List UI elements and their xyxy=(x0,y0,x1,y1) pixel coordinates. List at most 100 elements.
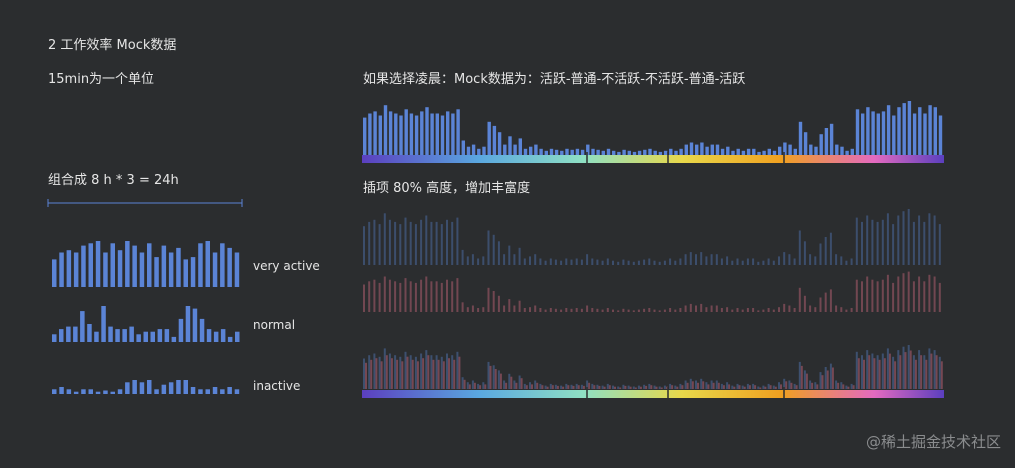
inactive-bar xyxy=(227,387,232,394)
interp-blue-bar xyxy=(689,252,692,265)
combined-blue-bar xyxy=(912,355,915,389)
interp-blue-bar xyxy=(456,217,459,265)
combined-blue-bar xyxy=(741,385,744,389)
combined-blue-bar xyxy=(529,382,531,389)
interp-note: 插项 80% 高度，增加丰富度 xyxy=(363,181,531,196)
interp-blue-bar xyxy=(710,254,713,265)
normal-bar xyxy=(171,336,177,342)
interp-blue-bar xyxy=(658,261,661,265)
interp-red-bar xyxy=(928,274,931,312)
interp-red-bar xyxy=(845,309,848,312)
interp-blue-bar xyxy=(803,241,806,265)
combined-red-bar xyxy=(463,379,466,389)
combined-red-bar xyxy=(780,384,782,389)
interp-red-bar xyxy=(373,279,376,312)
mock-day-bar xyxy=(373,111,377,155)
mock-day-bar xyxy=(394,113,398,155)
interp-blue-bar xyxy=(575,258,578,265)
combined-red-bar xyxy=(525,385,528,389)
mock-day-bar xyxy=(829,123,834,155)
combined-red-bar xyxy=(489,365,492,389)
interp-blue-bar xyxy=(601,260,604,265)
combined-blue-bar xyxy=(508,373,511,389)
interp-red-bar xyxy=(923,281,926,312)
mock-day-bar xyxy=(912,113,917,155)
legend-inactive: inactive xyxy=(253,379,301,393)
interp-red-bar xyxy=(710,305,713,312)
mock-day-bar xyxy=(466,146,471,155)
mock-day-bar xyxy=(451,113,455,155)
interp-blue-bar xyxy=(503,254,506,265)
interp-red-bar xyxy=(383,276,386,312)
interp-red-bar xyxy=(404,278,407,312)
mock-day-bar xyxy=(497,132,502,155)
mock-day-bar xyxy=(388,111,393,155)
combined-blue-bar xyxy=(420,353,423,389)
mock-day-bar xyxy=(705,146,709,155)
inactive-bar xyxy=(52,389,57,394)
combined-red-bar xyxy=(774,386,777,389)
interp-red-bar xyxy=(544,309,547,312)
interp-red-bar xyxy=(798,287,801,312)
combined-blue-bar xyxy=(793,383,796,389)
interp-blue-bar xyxy=(632,261,635,265)
mock-note: 如果选择凌晨：Mock数据为：活跃-普通-不活跃-不活跃-普通-活跃 xyxy=(363,72,746,87)
mock-day-bar xyxy=(757,151,761,155)
combined-blue-bar xyxy=(580,384,583,389)
interp-blue-bar xyxy=(835,254,838,265)
combined-red-bar xyxy=(473,382,476,389)
combined-red-bar xyxy=(499,373,502,389)
interp-red-bar xyxy=(368,281,371,312)
interp-blue-bar xyxy=(762,260,765,265)
mock-day-bar xyxy=(850,148,854,155)
combined-red-bar xyxy=(562,386,565,389)
interp-blue-bar xyxy=(840,256,843,265)
inactive-bar xyxy=(95,391,101,394)
combined-blue-bar xyxy=(892,356,895,389)
interp-red-bar xyxy=(778,307,780,312)
combined-blue-bar xyxy=(637,385,640,389)
interp-blue-bar xyxy=(471,254,474,265)
inactive-bar xyxy=(103,390,108,394)
combined-red-bar xyxy=(816,384,819,389)
very-active-bar xyxy=(183,259,188,287)
interp-red-bar xyxy=(762,309,765,312)
mock-day-bar xyxy=(404,109,408,155)
mock-day-bar xyxy=(477,148,481,155)
mock-day-bar xyxy=(684,144,688,155)
combined-blue-bar xyxy=(430,355,433,389)
combined-red-bar xyxy=(515,382,518,389)
combined-red-bar xyxy=(909,350,912,389)
interp-blue-bar xyxy=(554,259,557,265)
interp-blue-bar xyxy=(892,224,895,265)
interp-red-bar xyxy=(565,308,568,312)
interp-blue-bar xyxy=(731,260,734,265)
combined-red-bar xyxy=(852,385,855,389)
inactive-bar xyxy=(205,389,210,394)
very-active-bar xyxy=(88,243,93,287)
interp-red-bar xyxy=(466,307,469,312)
mock-day-bar xyxy=(866,107,870,155)
mock-day-bar xyxy=(689,142,694,155)
combined-red-bar xyxy=(385,355,388,389)
normal-bar xyxy=(52,334,57,342)
very-active-bar xyxy=(220,243,225,287)
interp-red-bar xyxy=(446,279,448,312)
interp-red-bar xyxy=(648,308,651,312)
combined-red-bar xyxy=(603,386,606,389)
combined-red-bar xyxy=(733,386,736,389)
combined-red-bar xyxy=(821,375,824,389)
mock-day-bar xyxy=(575,148,580,155)
combined-red-bar xyxy=(759,387,762,389)
combined-red-bar xyxy=(556,385,559,389)
mock-day-bar xyxy=(622,149,626,155)
combined-blue-bar xyxy=(933,350,936,389)
combined-blue-bar xyxy=(809,380,812,389)
interp-blue-bar xyxy=(643,259,646,265)
mock-day-bar xyxy=(440,115,445,155)
interp-blue-bar xyxy=(430,221,433,265)
interp-red-bar xyxy=(809,305,812,312)
combined-blue-bar xyxy=(731,385,734,389)
combined-blue-bar xyxy=(679,383,682,389)
mock-day-bar xyxy=(632,151,637,155)
